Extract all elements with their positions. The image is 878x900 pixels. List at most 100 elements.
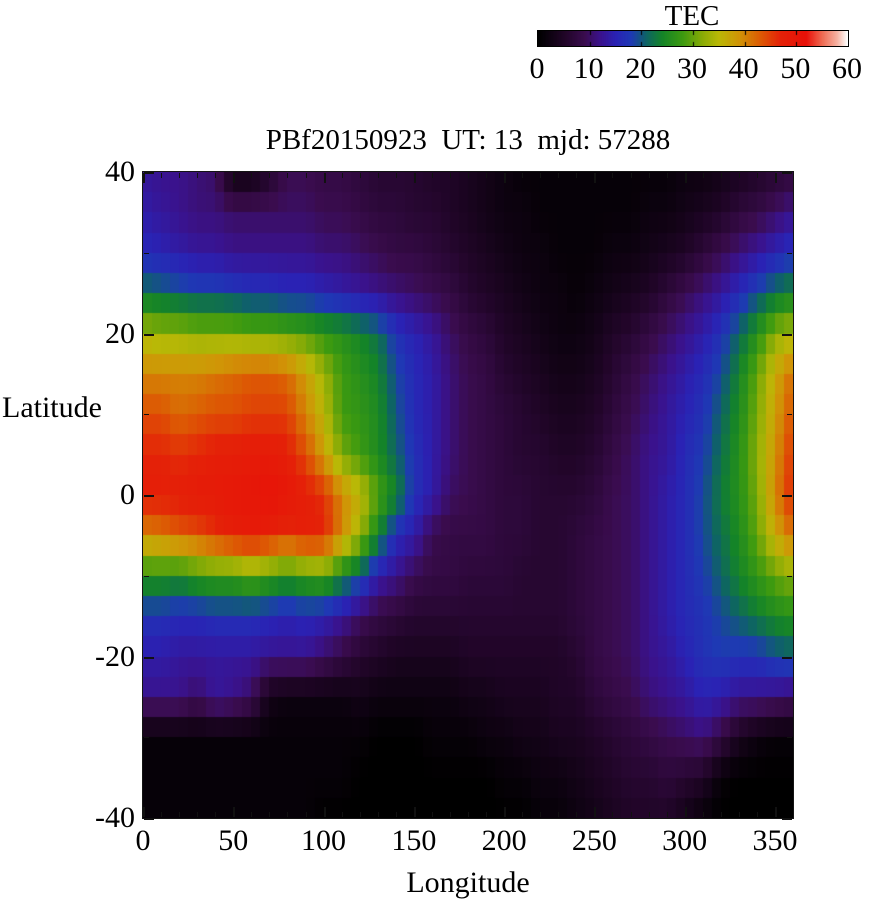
axis-tick bbox=[179, 812, 180, 817]
x-tick-label: 50 bbox=[218, 824, 249, 857]
axis-tick bbox=[144, 737, 149, 738]
colorbar-tick-label: 50 bbox=[780, 52, 811, 85]
axis-tick bbox=[432, 173, 433, 178]
axis-tick bbox=[179, 173, 180, 178]
axis-tick bbox=[787, 253, 792, 254]
axis-tick bbox=[161, 812, 162, 817]
axis-tick bbox=[782, 657, 792, 659]
axis-tick bbox=[522, 812, 523, 817]
axis-tick bbox=[739, 173, 740, 178]
y-tick-label: 20 bbox=[105, 316, 135, 350]
axis-tick bbox=[703, 812, 704, 817]
colorbar-tick-label: 0 bbox=[529, 52, 545, 85]
y-tick-label: -20 bbox=[95, 639, 135, 673]
axis-tick bbox=[197, 173, 198, 178]
axis-tick bbox=[378, 173, 379, 178]
axis-tick bbox=[667, 812, 668, 817]
axis-tick bbox=[787, 576, 792, 577]
axis-tick bbox=[143, 173, 145, 183]
axis-tick bbox=[251, 173, 252, 178]
x-tick-label: 300 bbox=[662, 824, 708, 857]
axis-tick bbox=[649, 173, 650, 178]
axis-tick bbox=[468, 173, 469, 178]
axis-tick bbox=[558, 812, 559, 817]
axis-tick bbox=[144, 657, 154, 659]
axis-tick bbox=[414, 807, 416, 817]
axis-tick bbox=[739, 812, 740, 817]
axis-tick bbox=[649, 812, 650, 817]
axis-tick bbox=[143, 807, 145, 817]
axis-tick bbox=[396, 812, 397, 817]
colorbar-tick-label: 40 bbox=[728, 52, 759, 85]
colorbar-tick-label: 20 bbox=[625, 52, 656, 85]
colorbar-tick-label: 30 bbox=[677, 52, 707, 85]
axis-tick bbox=[360, 173, 361, 178]
axis-tick bbox=[631, 812, 632, 817]
axis-tick bbox=[450, 812, 451, 817]
colorbar-tick-label: 10 bbox=[573, 52, 604, 85]
axis-tick bbox=[396, 173, 397, 178]
y-tick-label: 0 bbox=[120, 478, 135, 511]
axis-tick bbox=[342, 173, 343, 178]
axis-tick bbox=[144, 818, 154, 820]
axis-tick bbox=[540, 812, 541, 817]
colorbar-title: TEC bbox=[664, 0, 720, 32]
axis-tick bbox=[486, 173, 487, 178]
axis-tick bbox=[775, 807, 777, 817]
axis-tick bbox=[685, 173, 687, 183]
axis-tick bbox=[757, 173, 758, 178]
axis-tick bbox=[782, 334, 792, 336]
axis-tick bbox=[757, 812, 758, 817]
axis-tick bbox=[782, 172, 792, 174]
axis-tick bbox=[144, 172, 154, 174]
axis-tick bbox=[787, 737, 792, 738]
axis-tick bbox=[360, 812, 361, 817]
axis-tick bbox=[144, 414, 149, 415]
axis-tick bbox=[685, 807, 687, 817]
axis-tick bbox=[667, 173, 668, 178]
axis-tick bbox=[594, 173, 596, 183]
axis-tick bbox=[432, 812, 433, 817]
plot-title: PBf20150923 UT: 13 mjd: 57288 bbox=[265, 124, 671, 156]
axis-tick bbox=[522, 173, 523, 178]
x-tick-label: 350 bbox=[752, 824, 798, 857]
heatmap-canvas bbox=[143, 172, 793, 818]
axis-tick bbox=[468, 812, 469, 817]
axis-tick bbox=[342, 812, 343, 817]
x-tick-label: 100 bbox=[301, 824, 347, 857]
colorbar-gradient bbox=[537, 30, 849, 47]
axis-tick bbox=[782, 818, 792, 820]
y-tick-label: -40 bbox=[95, 801, 135, 834]
axis-tick bbox=[787, 414, 792, 415]
axis-tick bbox=[287, 173, 288, 178]
x-tick-label: 150 bbox=[391, 824, 437, 857]
axis-tick bbox=[324, 173, 326, 183]
axis-tick bbox=[144, 495, 154, 497]
x-axis-label: Longitude bbox=[406, 866, 530, 899]
colorbar-tick-label: 60 bbox=[832, 52, 862, 85]
axis-tick bbox=[486, 812, 487, 817]
axis-tick bbox=[269, 173, 270, 178]
axis-tick bbox=[144, 253, 149, 254]
plot-frame bbox=[142, 171, 794, 819]
axis-tick bbox=[703, 173, 704, 178]
axis-tick bbox=[504, 173, 506, 183]
axis-tick bbox=[215, 812, 216, 817]
axis-tick bbox=[594, 807, 596, 817]
axis-tick bbox=[233, 173, 235, 183]
axis-tick bbox=[306, 812, 307, 817]
axis-tick bbox=[306, 173, 307, 178]
axis-tick bbox=[504, 807, 506, 817]
axis-tick bbox=[378, 812, 379, 817]
axis-tick bbox=[540, 173, 541, 178]
axis-tick bbox=[215, 173, 216, 178]
axis-tick bbox=[233, 807, 235, 817]
y-axis-label: Latitude bbox=[2, 391, 102, 424]
axis-tick bbox=[775, 173, 777, 183]
x-tick-label: 200 bbox=[481, 824, 527, 857]
axis-tick bbox=[558, 173, 559, 178]
axis-tick bbox=[450, 173, 451, 178]
axis-tick bbox=[414, 173, 416, 183]
axis-tick bbox=[287, 812, 288, 817]
